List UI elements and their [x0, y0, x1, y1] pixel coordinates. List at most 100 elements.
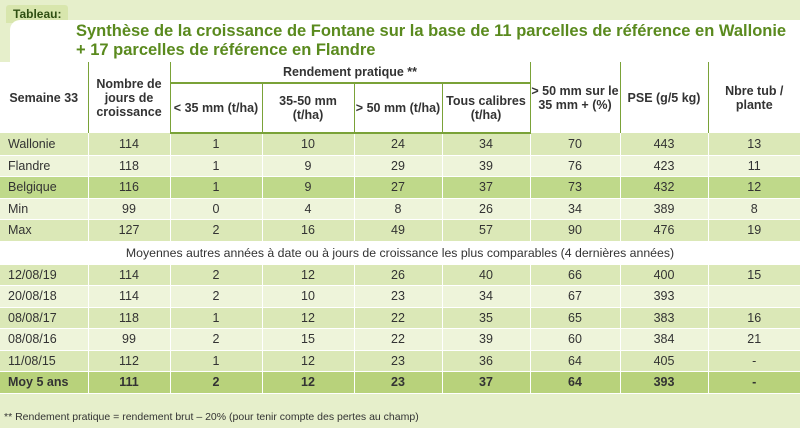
cell-pct: 64	[529, 371, 620, 394]
table-row: Flandre 118 1 9 29 39 76 423 11	[0, 155, 800, 177]
cell-35-50: 15	[261, 328, 354, 351]
title-box: Synthèse de la croissance de Fontane sur…	[10, 20, 800, 62]
section-note-row: Moyennes autres années à date ou à jours…	[0, 241, 800, 265]
cell-nbre: 11	[707, 155, 800, 177]
cell-jours: 99	[87, 328, 170, 351]
cell-35-50: 10	[261, 133, 354, 156]
cell-pse: 383	[619, 307, 708, 329]
cell-gt50: 26	[353, 264, 442, 286]
cell-tous: 34	[441, 133, 530, 156]
cell-jours: 114	[87, 264, 170, 286]
cell-tous: 37	[441, 176, 530, 199]
header-pct-50mm: > 50 mm sur le 35 mm + (%)	[529, 62, 620, 133]
cell-35-50: 16	[261, 219, 354, 242]
cell-jours: 114	[87, 285, 170, 308]
row-label: Max	[0, 219, 88, 242]
table-row: 20/08/18 114 2 10 23 34 67 393	[0, 285, 800, 308]
cell-jours: 118	[87, 307, 170, 329]
cell-35-50: 4	[261, 198, 354, 220]
cell-35-50: 12	[261, 350, 354, 372]
cell-nbre: 13	[707, 133, 800, 156]
row-label: 12/08/19	[0, 264, 88, 286]
cell-35-50: 9	[261, 176, 354, 199]
cell-tous: 26	[441, 198, 530, 220]
cell-jours: 118	[87, 155, 170, 177]
cell-lt35: 1	[169, 350, 262, 372]
row-label: 11/08/15	[0, 350, 88, 372]
cell-pct: 70	[529, 133, 620, 156]
cell-jours: 127	[87, 219, 170, 242]
cell-pse: 476	[619, 219, 708, 242]
table-title: Synthèse de la croissance de Fontane sur…	[76, 22, 786, 60]
cell-pse: 393	[619, 371, 708, 394]
cell-pse: 389	[619, 198, 708, 220]
table-row: Max 127 2 16 49 57 90 476 19	[0, 219, 800, 242]
table-row: Min 99 0 4 8 26 34 389 8	[0, 198, 800, 220]
header-semaine: Semaine 33	[0, 62, 88, 133]
cell-tous: 34	[441, 285, 530, 308]
cell-nbre: 15	[707, 264, 800, 286]
cell-pct: 64	[529, 350, 620, 372]
table-row: Belgique 116 1 9 27 37 73 432 12	[0, 176, 800, 199]
cell-lt35: 1	[169, 133, 262, 156]
cell-lt35: 1	[169, 176, 262, 199]
cell-pct: 73	[529, 176, 620, 199]
row-label: 08/08/16	[0, 328, 88, 351]
cell-35-50: 9	[261, 155, 354, 177]
cell-lt35: 2	[169, 264, 262, 286]
header-tous-calibres: Tous calibres (t/ha)	[441, 82, 530, 134]
table-row-average: Moy 5 ans 111 2 12 23 37 64 393 -	[0, 371, 800, 394]
cell-pse: 432	[619, 176, 708, 199]
cell-lt35: 2	[169, 219, 262, 242]
cell-pse: 405	[619, 350, 708, 372]
row-label: 20/08/18	[0, 285, 88, 308]
row-label: Min	[0, 198, 88, 220]
cell-pse: 443	[619, 133, 708, 156]
cell-gt50: 23	[353, 371, 442, 394]
header-gt50: > 50 mm (t/ha)	[353, 82, 442, 134]
cell-lt35: 2	[169, 328, 262, 351]
header-lt35: < 35 mm (t/ha)	[169, 82, 262, 134]
cell-tous: 39	[441, 155, 530, 177]
data-table: Semaine 33 Nombre de jours de croissance…	[0, 62, 800, 394]
cell-pct: 66	[529, 264, 620, 286]
cell-pse: 423	[619, 155, 708, 177]
cell-tous: 35	[441, 307, 530, 329]
table-row: 11/08/15 112 1 12 23 36 64 405 -	[0, 350, 800, 372]
tab-label: Tableau:	[6, 5, 69, 23]
row-label: Moy 5 ans	[0, 371, 88, 394]
cell-jours: 116	[87, 176, 170, 199]
cell-gt50: 23	[353, 285, 442, 308]
section-note: Moyennes autres années à date ou à jours…	[0, 241, 800, 265]
row-label: Wallonie	[0, 133, 88, 156]
footnote: ** Rendement pratique = rendement brut –…	[4, 411, 419, 423]
cell-jours: 114	[87, 133, 170, 156]
cell-35-50: 12	[261, 307, 354, 329]
row-label: 08/08/17	[0, 307, 88, 329]
cell-gt50: 22	[353, 328, 442, 351]
cell-gt50: 49	[353, 219, 442, 242]
title-line-1: Synthèse de la croissance de Fontane sur…	[76, 22, 787, 40]
cell-tous: 40	[441, 264, 530, 286]
cell-nbre: 21	[707, 328, 800, 351]
cell-pse: 393	[619, 285, 708, 308]
header-pse: PSE (g/5 kg)	[619, 62, 708, 133]
cell-pct: 76	[529, 155, 620, 177]
cell-nbre: 16	[707, 307, 800, 329]
row-label: Flandre	[0, 155, 88, 177]
cell-pct: 67	[529, 285, 620, 308]
cell-gt50: 22	[353, 307, 442, 329]
header-nbre-tub: Nbre tub / plante	[707, 62, 800, 133]
cell-jours: 111	[87, 371, 170, 394]
cell-35-50: 12	[261, 264, 354, 286]
table-row: Wallonie 114 1 10 24 34 70 443 13	[0, 133, 800, 156]
cell-pct: 34	[529, 198, 620, 220]
table-row: 08/08/16 99 2 15 22 39 60 384 21	[0, 328, 800, 351]
table-row: 08/08/17 118 1 12 22 35 65 383 16	[0, 307, 800, 329]
cell-gt50: 23	[353, 350, 442, 372]
cell-nbre: 19	[707, 219, 800, 242]
cell-lt35: 2	[169, 371, 262, 394]
cell-gt50: 24	[353, 133, 442, 156]
cell-pct: 65	[529, 307, 620, 329]
